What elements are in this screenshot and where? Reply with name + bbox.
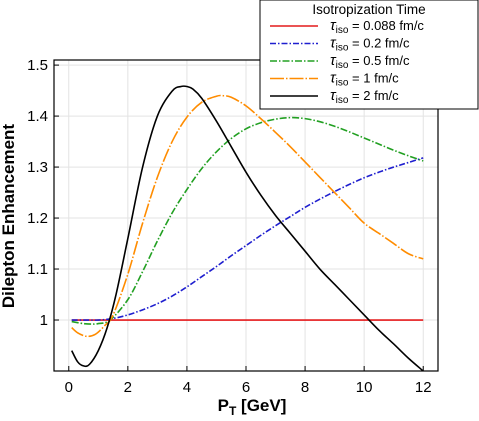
x-tick-label: 6	[242, 379, 250, 396]
x-tick-label: 10	[356, 379, 373, 396]
series-group	[71, 85, 424, 371]
x-axis-label-sub: T	[229, 404, 237, 418]
y-axis-label: Dilepton Enhancement	[0, 124, 18, 309]
y-tick-label: 1.4	[27, 108, 48, 125]
legend-label-0: τiso = 0.088 fm/c	[330, 17, 424, 36]
series-line-2	[71, 116, 424, 325]
x-tick-label: 4	[183, 379, 191, 396]
x-tick-label: 8	[301, 379, 309, 396]
legend-title: Isotropization Time	[312, 2, 425, 17]
series-line-4	[71, 85, 424, 371]
x-tick-label: 12	[415, 379, 432, 396]
legend-box	[259, 0, 479, 110]
axis-ticks: 0 2 4 6 8 10 12 1 1.1 1.2 1.3 1.4 1.5	[27, 57, 431, 396]
y-tick-label: 1.5	[27, 57, 48, 74]
legend-label-2: τiso = 0.5 fm/c	[330, 52, 410, 71]
legend-label-4: τiso = 2 fm/c	[330, 87, 399, 106]
x-tick-label: 0	[65, 379, 73, 396]
x-axis-label: PT [GeV]	[218, 396, 287, 418]
y-tick-label: 1.2	[27, 210, 48, 227]
legend: Isotropization Time τiso = 0.088 fm/cτis…	[259, 0, 479, 110]
y-tick-label: 1.3	[27, 159, 48, 176]
legend-label-3: τiso = 1 fm/c	[330, 70, 399, 89]
x-axis-label-unit: [GeV]	[236, 396, 286, 415]
legend-label-1: τiso = 0.2 fm/c	[330, 35, 410, 54]
y-tick-label: 1.1	[27, 261, 48, 278]
series-line-3	[71, 94, 424, 338]
x-tick-label: 2	[124, 379, 132, 396]
x-axis-label-main: P	[218, 396, 229, 415]
series-line-1	[71, 157, 424, 321]
y-tick-label: 1	[40, 312, 48, 329]
